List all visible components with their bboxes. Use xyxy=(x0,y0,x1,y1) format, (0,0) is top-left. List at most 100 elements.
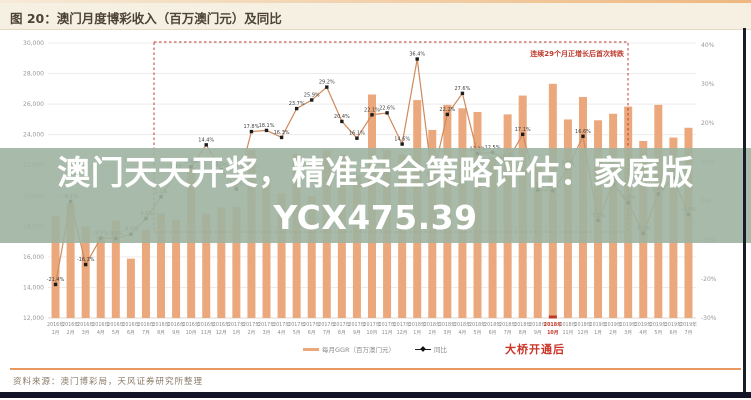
svg-text:10月: 10月 xyxy=(547,329,559,336)
chart-legend: 每月GGR（百万澳门元） 同比 xyxy=(150,344,600,354)
svg-text:5月: 5月 xyxy=(112,330,120,336)
bar-swatch-icon xyxy=(302,347,319,351)
svg-text:12月: 12月 xyxy=(578,330,589,336)
svg-text:18.1%: 18.1% xyxy=(259,123,275,129)
svg-text:16.1%: 16.1% xyxy=(349,131,365,137)
svg-text:2月: 2月 xyxy=(609,330,617,336)
svg-text:14,000: 14,000 xyxy=(23,284,44,291)
figure-header: 图 20：澳门月度博彩收入（百万澳门元）及同比 xyxy=(0,3,751,30)
svg-text:2019年: 2019年 xyxy=(650,321,667,328)
right-border-line xyxy=(743,28,746,392)
svg-text:3月: 3月 xyxy=(82,330,90,336)
svg-text:23.7%: 23.7% xyxy=(289,101,305,107)
bottom-border-bar xyxy=(0,392,751,398)
svg-text:25.9%: 25.9% xyxy=(304,92,320,98)
svg-text:2017年: 2017年 xyxy=(333,321,350,328)
svg-text:1月: 1月 xyxy=(52,330,60,336)
svg-text:2016年: 2016年 xyxy=(122,321,139,328)
svg-text:6月: 6月 xyxy=(669,330,677,336)
source-divider-rule xyxy=(10,368,741,370)
svg-text:2017年: 2017年 xyxy=(228,321,245,328)
svg-text:8月: 8月 xyxy=(519,330,527,336)
svg-text:1月: 1月 xyxy=(413,330,421,336)
svg-text:2月: 2月 xyxy=(248,330,256,336)
legend-item-yoy: 同比 xyxy=(415,344,447,354)
svg-text:6月: 6月 xyxy=(127,330,135,336)
svg-text:6月: 6月 xyxy=(489,330,497,336)
svg-text:6月: 6月 xyxy=(308,330,316,336)
svg-text:-30%: -30% xyxy=(701,315,717,322)
svg-text:2018年: 2018年 xyxy=(409,321,426,328)
svg-text:12月: 12月 xyxy=(216,330,227,336)
svg-text:2018年: 2018年 xyxy=(559,321,576,328)
svg-text:2016年: 2016年 xyxy=(168,321,185,328)
svg-text:2017年: 2017年 xyxy=(363,321,380,328)
svg-text:20%: 20% xyxy=(701,120,715,127)
svg-text:2016年: 2016年 xyxy=(198,321,215,328)
svg-text:30,000: 30,000 xyxy=(23,40,44,47)
dashed-box-annotation: 连续29个月正增长后首次转跌 xyxy=(530,50,624,58)
svg-text:12月: 12月 xyxy=(397,330,408,336)
svg-text:17.1%: 17.1% xyxy=(515,127,531,133)
svg-text:9月: 9月 xyxy=(172,330,180,336)
legend-label-ggr: 每月GGR（百万澳门元） xyxy=(321,346,396,354)
svg-text:2016年: 2016年 xyxy=(77,321,94,328)
line-marker-swatch-icon xyxy=(415,348,432,350)
svg-text:24,000: 24,000 xyxy=(23,132,44,139)
svg-text:2017年: 2017年 xyxy=(258,321,275,328)
svg-text:2017年: 2017年 xyxy=(348,321,365,328)
svg-text:5月: 5月 xyxy=(654,330,662,336)
svg-text:4月: 4月 xyxy=(639,330,647,336)
svg-text:27.6%: 27.6% xyxy=(454,86,470,92)
svg-text:2016年: 2016年 xyxy=(213,321,230,328)
svg-text:26,000: 26,000 xyxy=(23,101,44,108)
svg-text:4月: 4月 xyxy=(97,330,105,336)
svg-text:22.6%: 22.6% xyxy=(379,105,395,111)
svg-text:2018年: 2018年 xyxy=(484,321,501,328)
svg-text:7月: 7月 xyxy=(323,330,331,336)
svg-text:10月: 10月 xyxy=(186,330,197,336)
svg-text:2月: 2月 xyxy=(428,330,436,336)
svg-text:2019年: 2019年 xyxy=(590,321,607,328)
svg-text:2016年: 2016年 xyxy=(183,321,200,328)
svg-text:7月: 7月 xyxy=(142,330,150,336)
svg-text:2019年: 2019年 xyxy=(680,321,697,328)
svg-text:2019年: 2019年 xyxy=(605,321,622,328)
bridge-open-annotation: 大桥开通后 xyxy=(505,343,565,356)
svg-text:3月: 3月 xyxy=(443,330,451,336)
svg-text:2017年: 2017年 xyxy=(243,321,260,328)
svg-text:2016年: 2016年 xyxy=(62,321,79,328)
svg-text:11月: 11月 xyxy=(562,330,573,336)
svg-text:2月: 2月 xyxy=(67,330,75,336)
svg-text:12.5%: 12.5% xyxy=(485,145,501,151)
svg-text:-21.4%: -21.4% xyxy=(47,277,65,283)
svg-text:28,000: 28,000 xyxy=(23,71,44,78)
svg-text:2016年: 2016年 xyxy=(153,321,170,328)
svg-text:9月: 9月 xyxy=(353,330,361,336)
svg-text:2018年: 2018年 xyxy=(514,321,531,328)
svg-text:4月: 4月 xyxy=(458,330,466,336)
svg-text:1月: 1月 xyxy=(594,330,602,336)
svg-text:2016年: 2016年 xyxy=(107,321,124,328)
legend-item-ggr: 每月GGR（百万澳门元） xyxy=(302,344,396,354)
svg-text:2019年: 2019年 xyxy=(665,321,682,328)
svg-text:2018年: 2018年 xyxy=(529,321,546,328)
svg-text:7月: 7月 xyxy=(685,330,693,336)
svg-text:2017年: 2017年 xyxy=(303,321,320,328)
svg-text:12,000: 12,000 xyxy=(23,315,44,322)
svg-text:2016年: 2016年 xyxy=(137,321,154,328)
svg-text:11月: 11月 xyxy=(382,330,393,336)
svg-text:2016年: 2016年 xyxy=(47,321,64,328)
svg-text:2018年: 2018年 xyxy=(499,321,516,328)
svg-text:29.2%: 29.2% xyxy=(319,80,335,86)
svg-text:8月: 8月 xyxy=(157,330,165,336)
svg-text:2017年: 2017年 xyxy=(394,321,411,328)
svg-text:2019年: 2019年 xyxy=(620,321,637,328)
svg-text:-16.3%: -16.3% xyxy=(77,257,95,263)
top-accent-strip xyxy=(0,0,751,3)
svg-text:2016年: 2016年 xyxy=(92,321,109,328)
svg-text:16,000: 16,000 xyxy=(23,254,44,261)
svg-text:22.1%: 22.1% xyxy=(364,107,380,113)
svg-text:3月: 3月 xyxy=(263,330,271,336)
svg-text:22.2%: 22.2% xyxy=(439,107,455,113)
